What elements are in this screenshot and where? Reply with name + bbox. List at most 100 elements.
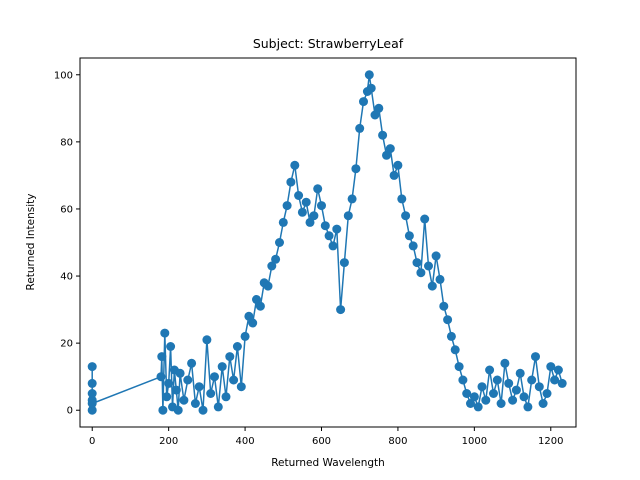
- data-point: [87, 405, 97, 415]
- data-point: [389, 170, 399, 180]
- data-point: [523, 402, 533, 412]
- data-point: [511, 385, 521, 395]
- data-point: [232, 342, 242, 351]
- data-point: [374, 103, 384, 113]
- data-point: [370, 110, 380, 120]
- data-point: [313, 184, 323, 194]
- data-point: [156, 372, 166, 382]
- data-point: [240, 331, 250, 341]
- data-point: [351, 164, 361, 174]
- data-point: [87, 362, 97, 372]
- data-point: [336, 305, 346, 315]
- data-point: [431, 251, 441, 261]
- data-point: [469, 392, 479, 402]
- data-point: [286, 177, 296, 187]
- data-point: [489, 389, 498, 398]
- data-point: [162, 392, 172, 402]
- data-point: [492, 375, 502, 385]
- data-point: [435, 274, 445, 284]
- data-point: [301, 197, 311, 207]
- data-point: [206, 389, 216, 398]
- data-point: [343, 211, 353, 221]
- data-point: [385, 144, 395, 154]
- data-point: [466, 399, 475, 408]
- data-point: [550, 375, 560, 385]
- data-point: [229, 375, 239, 385]
- data-point: [160, 328, 170, 338]
- data-point: [401, 211, 411, 221]
- data-point: [328, 241, 338, 251]
- data-point: [87, 399, 97, 408]
- data-point: [255, 301, 265, 311]
- data-point: [324, 231, 334, 241]
- data-point: [183, 375, 193, 385]
- data-point: [305, 217, 315, 227]
- data-point: [412, 258, 422, 268]
- y-axis: 0 20 40 60 80 100: [54, 70, 80, 417]
- data-point: [87, 389, 97, 398]
- plot-area: [87, 70, 567, 415]
- data-point: [416, 268, 426, 278]
- data-point: [347, 194, 357, 204]
- data-point: [508, 395, 518, 405]
- y-tick-label: 40: [60, 272, 73, 283]
- y-tick-label: 20: [60, 339, 73, 350]
- data-point: [175, 368, 185, 378]
- data-point: [221, 392, 231, 402]
- data-point: [462, 389, 472, 398]
- data-point: [458, 375, 468, 385]
- data-point: [546, 362, 556, 372]
- data-point: [366, 83, 376, 93]
- x-tick-label: 800: [388, 436, 407, 447]
- data-point: [378, 130, 388, 140]
- x-axis: 0 200 400 600 800 1000 1200: [89, 427, 564, 447]
- data-point: [290, 160, 300, 170]
- data-point: [443, 315, 453, 325]
- data-point: [166, 342, 176, 351]
- y-axis-label: Returned Intensity: [25, 193, 37, 290]
- y-tick-label: 60: [60, 204, 73, 215]
- data-point: [527, 375, 537, 385]
- data-point: [157, 352, 167, 362]
- data-point: [278, 217, 288, 227]
- chart-title: Subject: StrawberryLeaf: [253, 36, 404, 51]
- data-point: [158, 405, 168, 415]
- data-point: [217, 362, 227, 372]
- data-point: [420, 214, 430, 224]
- data-point: [339, 258, 349, 268]
- x-axis-label: Returned Wavelength: [271, 457, 385, 469]
- x-tick-label: 200: [159, 436, 178, 447]
- data-point: [198, 405, 208, 415]
- data-point: [504, 378, 514, 388]
- data-point: [404, 231, 414, 241]
- data-point: [542, 389, 552, 398]
- data-point: [382, 150, 391, 160]
- data-point: [408, 241, 418, 251]
- data-point: [477, 382, 487, 392]
- data-point: [248, 318, 258, 328]
- data-point: [275, 238, 284, 247]
- data-point: [297, 207, 307, 217]
- data-point: [173, 405, 183, 415]
- data-point: [500, 358, 510, 368]
- data-point: [364, 70, 374, 80]
- data-point: [515, 368, 525, 378]
- data-point: [282, 201, 292, 211]
- y-tick-label: 100: [54, 70, 73, 81]
- data-point: [252, 295, 261, 304]
- data-point: [244, 311, 254, 321]
- data-point: [332, 224, 342, 234]
- data-point: [202, 335, 212, 345]
- data-point: [317, 201, 326, 211]
- data-point: [439, 301, 449, 311]
- data-point: [294, 191, 304, 200]
- data-point: [225, 352, 235, 362]
- data-point: [397, 194, 407, 204]
- data-point: [164, 378, 174, 388]
- data-point: [393, 160, 403, 170]
- x-tick-label: 400: [236, 436, 255, 447]
- x-tick-label: 0: [89, 436, 95, 447]
- data-point: [557, 378, 567, 388]
- y-tick-label: 80: [60, 137, 73, 148]
